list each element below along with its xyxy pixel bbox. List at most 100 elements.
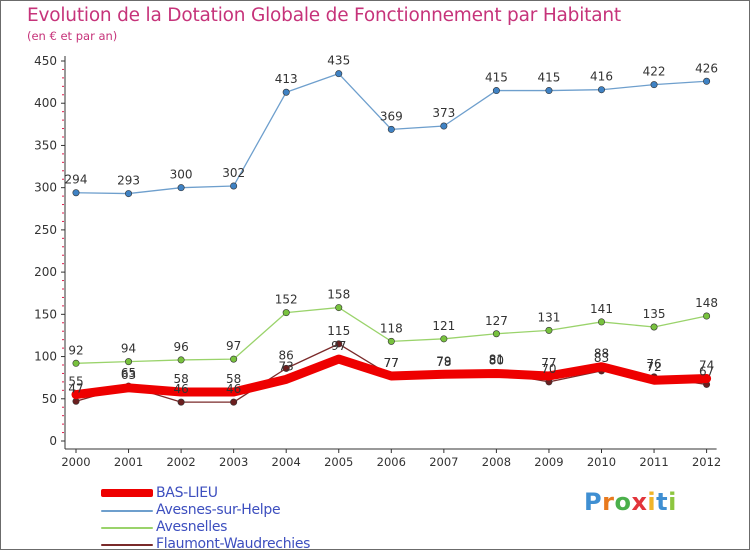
data-label: 294 <box>65 173 88 187</box>
data-point <box>72 359 80 367</box>
x-tick-label: 2009 <box>534 455 563 469</box>
data-label: 63 <box>121 368 136 382</box>
data-point <box>597 86 605 94</box>
data-point <box>440 122 448 130</box>
data-label: 78 <box>436 355 451 369</box>
data-label: 47 <box>68 381 83 395</box>
data-label: 369 <box>380 109 403 123</box>
data-point <box>492 87 500 95</box>
data-label: 83 <box>594 351 609 365</box>
x-tick-label: 2003 <box>219 455 248 469</box>
data-label: 131 <box>537 310 560 324</box>
data-label: 74 <box>699 359 714 373</box>
legend-label: BAS-LIEU <box>156 485 218 501</box>
logo-letter: t <box>656 488 669 516</box>
data-point <box>230 182 238 190</box>
data-label: 135 <box>643 307 666 321</box>
x-tick-label: 2008 <box>482 455 511 469</box>
data-label: 148 <box>695 296 718 310</box>
data-point <box>335 304 343 312</box>
logo-letter: i <box>668 488 677 516</box>
data-point <box>387 337 395 345</box>
data-label: 46 <box>226 382 241 396</box>
data-point <box>71 390 81 399</box>
data-label: 416 <box>590 70 613 84</box>
x-tick-label: 2006 <box>377 455 406 469</box>
data-point <box>176 387 186 397</box>
data-label: 77 <box>541 356 556 370</box>
data-label: 293 <box>117 174 140 188</box>
data-point <box>177 356 185 364</box>
data-label: 72 <box>646 360 661 374</box>
chart-title: Evolution de la Dotation Globale de Fonc… <box>27 5 621 26</box>
logo-letter: r <box>602 488 615 516</box>
data-point <box>702 374 711 383</box>
x-tick-label: 2012 <box>692 455 721 469</box>
data-label: 127 <box>485 314 508 328</box>
x-tick-label: 2004 <box>272 455 301 469</box>
data-point <box>544 371 554 381</box>
x-tick-label: 2011 <box>639 455 668 469</box>
data-point <box>230 398 238 406</box>
y-tick-label: 150 <box>34 307 57 321</box>
logo-letter: P <box>584 488 603 516</box>
data-point <box>387 125 395 133</box>
data-label: 97 <box>226 339 241 353</box>
legend-label: Flaumont-Waudrechies <box>156 536 311 552</box>
series-line-avesnelles <box>75 306 708 364</box>
y-tick-label: 50 <box>42 392 57 406</box>
data-label: 55 <box>68 375 83 389</box>
x-tick-label: 2005 <box>324 455 353 469</box>
data-label: 141 <box>590 302 613 316</box>
data-point <box>597 318 605 326</box>
data-label: 115 <box>327 324 350 338</box>
data-label: 80 <box>489 353 504 367</box>
legend-label: Avesnelles <box>156 519 228 535</box>
legend-swatch <box>101 527 153 529</box>
logo-letter: x <box>631 488 648 516</box>
data-label: 46 <box>173 382 188 396</box>
data-point <box>649 376 659 385</box>
data-point <box>545 87 553 95</box>
data-label: 77 <box>384 356 399 370</box>
legend-item: Avesnes-sur-Helpe <box>101 502 401 519</box>
data-label: 86 <box>279 348 294 362</box>
data-point <box>703 77 711 85</box>
data-label: 67 <box>699 364 714 378</box>
data-label: 415 <box>485 71 508 85</box>
data-label: 373 <box>432 106 455 120</box>
data-point <box>650 81 658 89</box>
y-tick-label: 400 <box>34 96 57 110</box>
logo-letter: o <box>614 488 632 516</box>
chart-subtitle: (en € et par an) <box>27 29 118 43</box>
data-point <box>124 383 133 392</box>
y-tick-label: 450 <box>34 54 57 68</box>
data-point <box>72 397 80 405</box>
data-label: 121 <box>432 319 455 333</box>
data-point <box>72 189 80 197</box>
x-tick-label: 2001 <box>114 455 143 469</box>
data-label: 81 <box>489 353 504 367</box>
data-point <box>492 369 501 378</box>
x-tick-label: 2000 <box>61 455 90 469</box>
data-label: 94 <box>121 342 136 356</box>
data-point <box>439 370 449 379</box>
data-point <box>334 354 343 364</box>
legend-label: Avesnes-sur-Helpe <box>156 502 281 518</box>
data-label: 79 <box>436 354 451 368</box>
data-label: 88 <box>594 347 609 361</box>
data-point <box>335 340 343 348</box>
data-label: 158 <box>327 288 350 302</box>
y-tick-label: 250 <box>34 223 57 237</box>
y-tick-label: 300 <box>34 181 57 195</box>
legend-swatch <box>101 489 153 497</box>
data-label: 76 <box>646 357 661 371</box>
data-label: 73 <box>279 359 294 373</box>
legend-item: Flaumont-Waudrechies <box>101 536 401 553</box>
legend-swatch <box>101 510 153 512</box>
legend-item: Avesnelles <box>101 519 401 536</box>
data-point <box>545 326 553 334</box>
logo-letter: i <box>647 488 657 516</box>
